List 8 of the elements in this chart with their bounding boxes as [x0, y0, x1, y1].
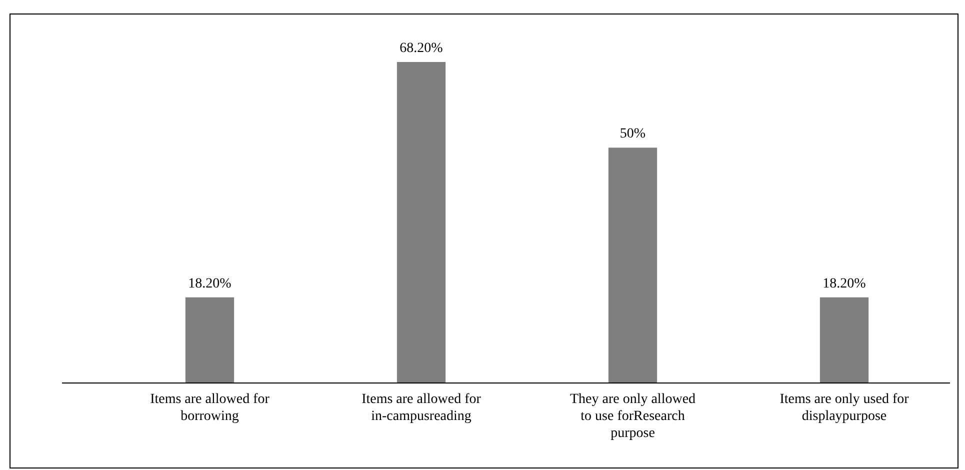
x-tick-label: Items are only used for displaypurpose	[780, 392, 910, 424]
x-tick-label: Items are allowed for in-campusreading	[362, 392, 482, 424]
data-label: 68.20%	[400, 41, 444, 56]
data-label: 18.20%	[822, 276, 866, 292]
x-tick-label: They are only allowed to use forResearch purpose	[570, 392, 696, 441]
x-tick-label: Items are allowed for borrowing	[150, 392, 270, 424]
data-label: 18.20%	[188, 276, 232, 292]
data-label: 50%	[620, 126, 646, 142]
